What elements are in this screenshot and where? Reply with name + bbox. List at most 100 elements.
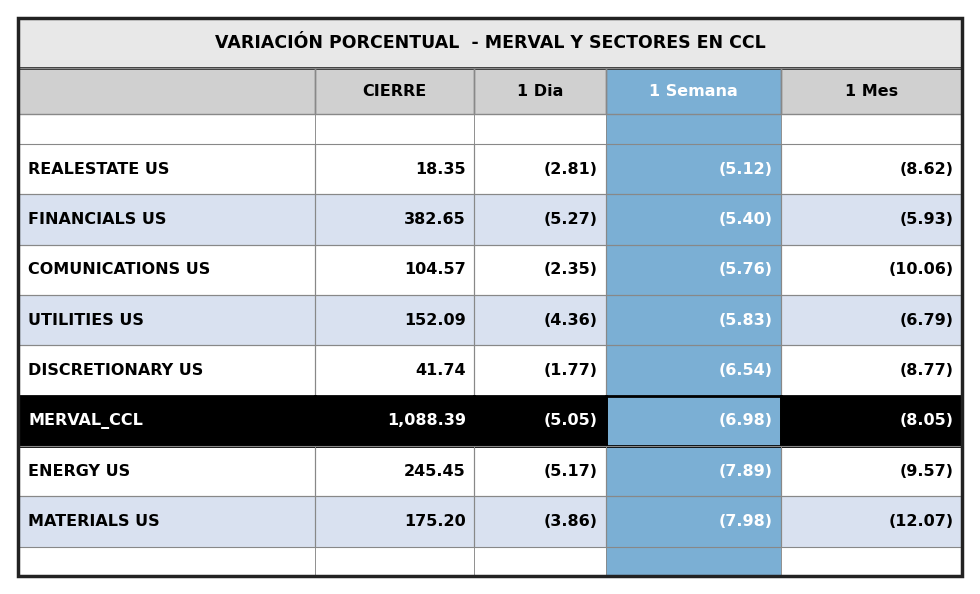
Text: 175.20: 175.20 bbox=[404, 514, 466, 529]
Bar bbox=[18, 115, 316, 144]
Bar bbox=[18, 18, 962, 68]
Bar bbox=[606, 68, 781, 115]
Bar bbox=[474, 295, 606, 345]
Bar bbox=[316, 546, 474, 576]
Text: 1,088.39: 1,088.39 bbox=[387, 413, 466, 428]
Text: CIERRE: CIERRE bbox=[363, 84, 426, 99]
Text: COMUNICATIONS US: COMUNICATIONS US bbox=[28, 262, 211, 277]
Text: 245.45: 245.45 bbox=[404, 463, 466, 479]
Bar bbox=[781, 245, 962, 295]
Bar bbox=[18, 396, 316, 446]
Bar bbox=[474, 496, 606, 546]
Bar bbox=[781, 68, 962, 115]
Bar bbox=[316, 68, 474, 115]
Bar bbox=[781, 345, 962, 396]
Bar bbox=[316, 115, 474, 144]
Bar bbox=[474, 496, 606, 546]
Bar bbox=[316, 496, 474, 546]
Text: ENERGY US: ENERGY US bbox=[28, 463, 130, 479]
Text: 1 Dia: 1 Dia bbox=[516, 84, 564, 99]
Bar bbox=[781, 295, 962, 345]
Bar bbox=[781, 144, 962, 194]
Bar bbox=[781, 496, 962, 546]
Bar bbox=[18, 245, 316, 295]
Bar bbox=[606, 345, 781, 396]
Bar bbox=[781, 546, 962, 576]
Bar bbox=[474, 194, 606, 245]
Bar bbox=[606, 144, 781, 194]
Bar bbox=[18, 295, 316, 345]
Bar bbox=[474, 546, 606, 576]
Bar bbox=[606, 245, 781, 295]
Bar bbox=[606, 115, 781, 144]
Bar bbox=[316, 546, 474, 576]
Text: (6.98): (6.98) bbox=[718, 413, 773, 428]
Text: (6.54): (6.54) bbox=[718, 363, 773, 378]
Text: (12.07): (12.07) bbox=[889, 514, 954, 529]
Bar bbox=[474, 144, 606, 194]
Bar bbox=[474, 115, 606, 144]
Bar bbox=[474, 194, 606, 245]
Text: (5.76): (5.76) bbox=[718, 262, 773, 277]
Bar bbox=[606, 546, 781, 576]
Bar bbox=[606, 546, 781, 576]
Text: 1 Mes: 1 Mes bbox=[845, 84, 898, 99]
Bar bbox=[606, 115, 781, 144]
Bar bbox=[781, 295, 962, 345]
Bar bbox=[606, 496, 781, 546]
Text: (8.62): (8.62) bbox=[900, 162, 954, 176]
Bar bbox=[606, 295, 781, 345]
Bar bbox=[474, 245, 606, 295]
Bar bbox=[18, 245, 316, 295]
Bar bbox=[316, 245, 474, 295]
Bar bbox=[474, 396, 606, 446]
Bar bbox=[316, 295, 474, 345]
Bar bbox=[316, 115, 474, 144]
Bar bbox=[781, 245, 962, 295]
Text: 41.74: 41.74 bbox=[416, 363, 466, 378]
Text: (1.77): (1.77) bbox=[544, 363, 598, 378]
Bar bbox=[18, 345, 316, 396]
Text: (7.98): (7.98) bbox=[718, 514, 773, 529]
Text: (8.05): (8.05) bbox=[900, 413, 954, 428]
Bar bbox=[781, 115, 962, 144]
Text: (5.40): (5.40) bbox=[718, 212, 773, 227]
Bar bbox=[606, 144, 781, 194]
Bar bbox=[781, 396, 962, 446]
Bar bbox=[18, 194, 316, 245]
Text: (2.35): (2.35) bbox=[544, 262, 598, 277]
Bar bbox=[316, 144, 474, 194]
Bar bbox=[316, 496, 474, 546]
Bar bbox=[474, 245, 606, 295]
Bar bbox=[781, 396, 962, 446]
Bar bbox=[474, 396, 606, 446]
Bar bbox=[606, 396, 781, 446]
Text: 104.57: 104.57 bbox=[404, 262, 466, 277]
Bar bbox=[18, 546, 316, 576]
Bar bbox=[781, 345, 962, 396]
Bar bbox=[781, 446, 962, 496]
Bar bbox=[781, 546, 962, 576]
Bar bbox=[18, 18, 962, 68]
Bar bbox=[781, 144, 962, 194]
Bar bbox=[606, 345, 781, 396]
Text: (10.06): (10.06) bbox=[889, 262, 954, 277]
Bar bbox=[781, 194, 962, 245]
Bar bbox=[316, 68, 474, 115]
Text: (5.12): (5.12) bbox=[718, 162, 773, 176]
Bar bbox=[781, 115, 962, 144]
Bar bbox=[18, 144, 316, 194]
Text: UTILITIES US: UTILITIES US bbox=[28, 312, 144, 327]
Text: (6.79): (6.79) bbox=[900, 312, 954, 327]
Text: REALESTATE US: REALESTATE US bbox=[28, 162, 170, 176]
Text: (4.36): (4.36) bbox=[544, 312, 598, 327]
Bar bbox=[18, 446, 316, 496]
Bar bbox=[606, 194, 781, 245]
Text: 152.09: 152.09 bbox=[404, 312, 466, 327]
Text: 1 Semana: 1 Semana bbox=[649, 84, 738, 99]
Bar bbox=[18, 496, 316, 546]
Text: (9.57): (9.57) bbox=[900, 463, 954, 479]
Bar bbox=[316, 345, 474, 396]
Text: (5.17): (5.17) bbox=[544, 463, 598, 479]
Bar bbox=[316, 144, 474, 194]
